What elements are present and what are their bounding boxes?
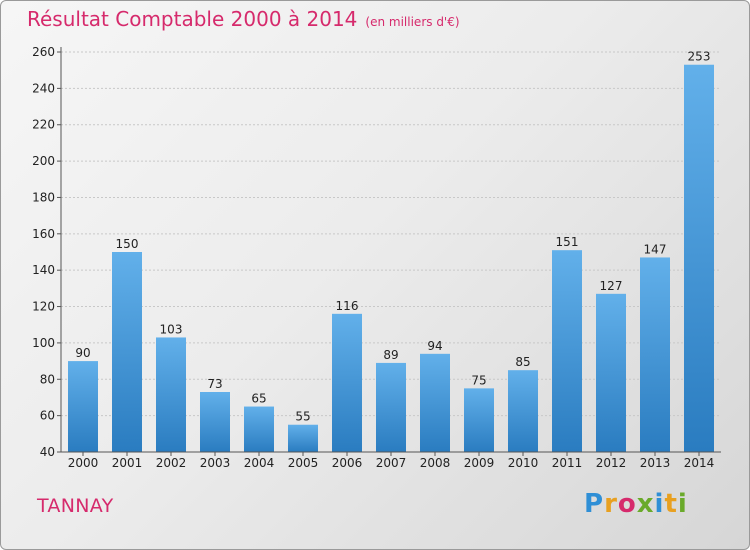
y-tick-label: 60 xyxy=(40,409,55,423)
x-tick-label-2012: 2012 xyxy=(596,456,627,470)
bar-2012[interactable] xyxy=(596,293,626,452)
bar-2013[interactable] xyxy=(640,257,670,452)
logo-letter: i xyxy=(677,489,688,519)
y-tick-label: 200 xyxy=(32,154,55,168)
data-label-2008: 94 xyxy=(427,339,442,353)
data-label-2011: 151 xyxy=(556,235,579,249)
bar-2006[interactable] xyxy=(332,313,362,452)
x-tick-label-2000: 2000 xyxy=(68,456,99,470)
data-label-2010: 85 xyxy=(515,355,530,369)
bar-2010[interactable] xyxy=(508,370,538,452)
logo-letter: i xyxy=(654,489,665,519)
y-tick-label: 140 xyxy=(32,263,55,277)
bar-2004[interactable] xyxy=(244,406,274,452)
y-tick-label: 220 xyxy=(32,118,55,132)
x-tick-label-2013: 2013 xyxy=(640,456,671,470)
chart-title: Résultat Comptable 2000 à 2014 (en millie… xyxy=(27,7,460,31)
bar-2001[interactable] xyxy=(112,252,142,452)
x-tick-label-2001: 2001 xyxy=(112,456,143,470)
bar-2002[interactable] xyxy=(156,337,186,452)
bar-2014[interactable] xyxy=(684,64,714,453)
x-tick-label-2003: 2003 xyxy=(200,456,231,470)
x-tick-label-2007: 2007 xyxy=(376,456,407,470)
x-tick-label-2008: 2008 xyxy=(420,456,451,470)
data-label-2012: 127 xyxy=(600,279,623,293)
data-label-2013: 147 xyxy=(644,242,667,256)
y-tick-label: 40 xyxy=(40,445,55,459)
x-tick-label-2014: 2014 xyxy=(684,456,715,470)
data-label-2003: 73 xyxy=(207,377,222,391)
data-label-2000: 90 xyxy=(75,346,90,360)
x-tick-label-2010: 2010 xyxy=(508,456,539,470)
y-tick-label: 160 xyxy=(32,227,55,241)
bar-2003[interactable] xyxy=(200,392,230,452)
chart-title-text: Résultat Comptable 2000 à 2014 xyxy=(27,7,358,31)
x-tick-label-2006: 2006 xyxy=(332,456,363,470)
data-label-2005: 55 xyxy=(295,410,310,424)
data-label-2002: 103 xyxy=(160,322,183,336)
y-tick-label: 120 xyxy=(32,300,55,314)
x-tick-label-2004: 2004 xyxy=(244,456,275,470)
bar-2000[interactable] xyxy=(68,361,98,452)
x-tick-label-2005: 2005 xyxy=(288,456,319,470)
data-label-2009: 75 xyxy=(471,373,486,387)
logo-letter: r xyxy=(604,489,618,519)
logo-letter: x xyxy=(636,489,655,519)
logo-letter: t xyxy=(664,489,678,519)
proxiti-logo[interactable]: Proxiti xyxy=(584,489,688,519)
data-label-2007: 89 xyxy=(383,348,398,362)
bar-2008[interactable] xyxy=(420,353,450,452)
data-label-2006: 116 xyxy=(336,299,359,313)
y-tick-label: 80 xyxy=(40,372,55,386)
y-tick-label: 260 xyxy=(32,45,55,59)
axes xyxy=(57,47,721,456)
bar-2009[interactable] xyxy=(464,388,494,452)
data-label-2014: 253 xyxy=(688,50,711,64)
chart-subtitle: (en milliers d'€) xyxy=(365,15,460,29)
logo-letter: o xyxy=(617,489,637,519)
y-tick-label: 240 xyxy=(32,81,55,95)
y-tick-label: 100 xyxy=(32,336,55,350)
bar-2007[interactable] xyxy=(376,362,406,452)
y-tick-label: 180 xyxy=(32,190,55,204)
labels: 40 60 80 100 120 140 160 180 200 220 240 260 90 2000 1… xyxy=(32,45,714,470)
data-label-2001: 150 xyxy=(116,237,139,251)
x-tick-label-2002: 2002 xyxy=(156,456,187,470)
bar-2011[interactable] xyxy=(552,250,582,452)
data-label-2004: 65 xyxy=(251,392,266,406)
logo-letter: P xyxy=(584,489,605,519)
x-tick-label-2011: 2011 xyxy=(552,456,583,470)
x-tick-label-2009: 2009 xyxy=(464,456,495,470)
bars xyxy=(68,64,714,453)
town-name: TANNAY xyxy=(37,495,114,517)
bar-2005[interactable] xyxy=(288,424,318,452)
